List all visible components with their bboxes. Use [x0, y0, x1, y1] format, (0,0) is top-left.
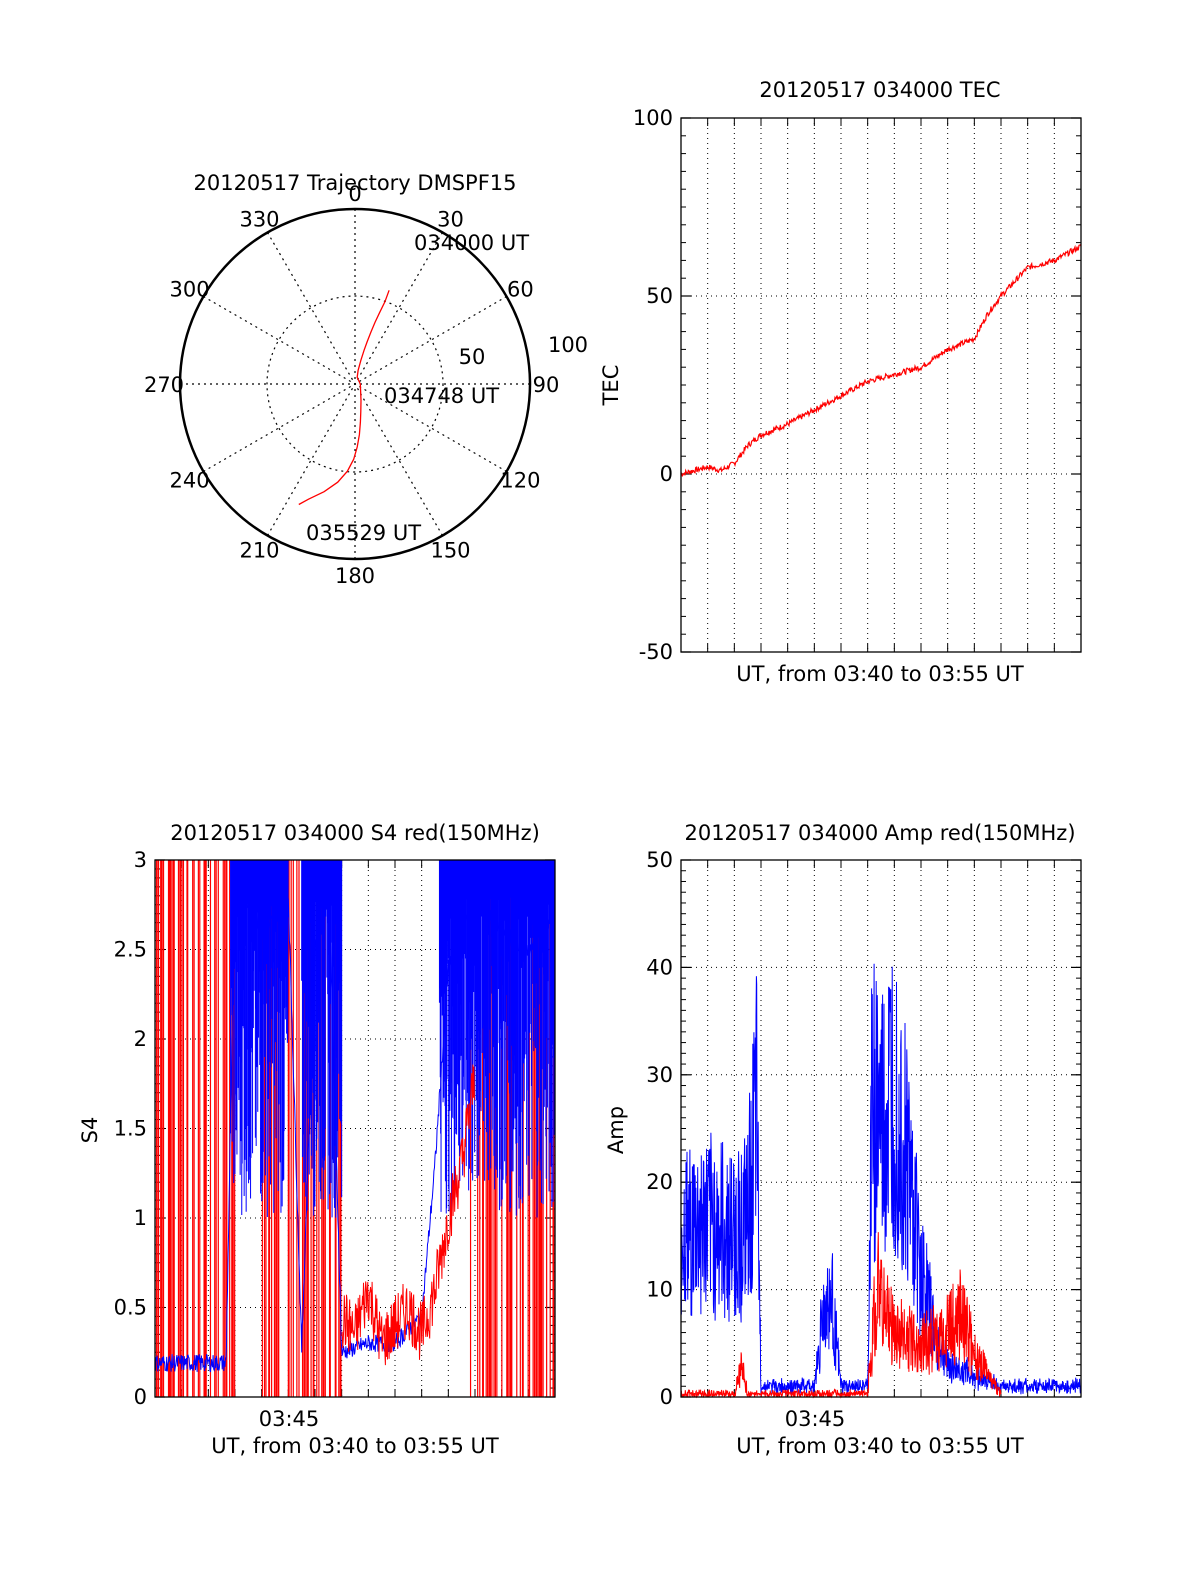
polar-angle-label: 120: [500, 469, 540, 493]
y-tick-label: 0: [660, 1385, 673, 1409]
radius-label-100: 100: [548, 333, 588, 357]
y-tick-label: 1: [134, 1206, 147, 1230]
radius-label-50: 50: [459, 345, 486, 369]
s4-panel: 20120517 034000 S4 red(150MHz) 0 0.5 1 1.5 2…: [78, 821, 556, 1458]
s4-blue-series: [154, 859, 555, 1373]
tec-y-axis-label: TEC: [599, 365, 623, 407]
tec-title: 20120517 034000 TEC: [759, 78, 1000, 102]
tec-series-line: [680, 243, 1082, 478]
polar-angle-label: 60: [507, 278, 534, 302]
amp-plot-frame: [680, 859, 1082, 1398]
y-tick-label: 50: [646, 848, 673, 872]
y-tick-label: 100: [633, 106, 673, 130]
polar-angle-label: 330: [239, 208, 279, 232]
y-tick-label: 0: [134, 1385, 147, 1409]
amp-blue-series: [680, 963, 1082, 1395]
polar-spoke: [266, 232, 444, 536]
amp-panel: 20120517 034000 Amp red(150MHz) 0 10 20 30 4…: [604, 821, 1082, 1458]
trajectory-line: [298, 290, 390, 506]
polar-angle-label: 300: [170, 278, 210, 302]
y-tick-label: 0: [660, 462, 673, 486]
polar-inner-ring: [266, 295, 444, 473]
y-tick-label: 20: [646, 1170, 673, 1194]
y-tick-label: 1.5: [114, 1117, 147, 1141]
amp-y-tick-labels: 0 10 20 30 40 50: [646, 848, 673, 1409]
y-tick-label: 30: [646, 1063, 673, 1087]
amp-y-axis-label: Amp: [604, 1106, 628, 1154]
tec-plot-frame: [680, 117, 1082, 653]
end-time-label: 035529 UT: [306, 521, 421, 545]
amp-title: 20120517 034000 Amp red(150MHz): [684, 821, 1075, 845]
trajectory-title: 20120517 Trajectory DMSPF15: [193, 171, 516, 195]
polar-angle-label: 270: [144, 373, 184, 397]
y-tick-label: 50: [646, 284, 673, 308]
polar-angle-label: 90: [533, 373, 560, 397]
polar-angle-label: 240: [170, 469, 210, 493]
mid-time-label: 034748 UT: [384, 384, 499, 408]
polar-angle-label: 150: [430, 538, 470, 562]
s4-y-axis-label: S4: [78, 1117, 102, 1144]
y-tick-label: 10: [646, 1278, 673, 1302]
tec-panel: 20120517 034000 TEC -50 0 50 100 TEC UT, fr…: [599, 78, 1082, 686]
amp-x-tick-label: 03:45: [785, 1407, 846, 1431]
tec-x-axis-label: UT, from 03:40 to 03:55 UT: [736, 662, 1024, 686]
s4-plot-frame: [154, 859, 556, 1398]
amp-x-axis-label: UT, from 03:40 to 03:55 UT: [736, 1434, 1024, 1458]
y-tick-label: 3: [134, 848, 147, 872]
y-tick-label: 2: [134, 1027, 147, 1051]
polar-spokes: [180, 209, 530, 559]
polar-angle-label: 30: [437, 208, 464, 232]
y-tick-label: 40: [646, 955, 673, 979]
y-tick-label: -50: [639, 640, 673, 664]
polar-angle-labels: 0 30 60 90 120 150 180 210 240 270 300 330: [144, 182, 559, 588]
s4-y-tick-labels: 0 0.5 1 1.5 2 2.5 3: [114, 848, 147, 1409]
trajectory-panel: 20120517 Trajectory DMSPF15 0 30 60 90 120 15…: [144, 171, 588, 588]
s4-red-series: [341, 1064, 475, 1366]
s4-x-axis-label: UT, from 03:40 to 03:55 UT: [211, 1434, 499, 1458]
start-time-label: 034000 UT: [414, 231, 529, 255]
polar-angle-label: 180: [335, 564, 375, 588]
polar-angle-label: 0: [348, 182, 361, 206]
y-tick-label: 0.5: [114, 1296, 147, 1320]
s4-x-tick-label: 03:45: [259, 1407, 320, 1431]
s4-title: 20120517 034000 S4 red(150MHz): [170, 821, 540, 845]
y-tick-label: 2.5: [114, 938, 147, 962]
tec-ticks: [681, 117, 1081, 653]
tec-grid: [681, 118, 1081, 652]
polar-angle-label: 210: [239, 538, 279, 562]
tec-y-tick-labels: -50 0 50 100: [633, 106, 673, 664]
